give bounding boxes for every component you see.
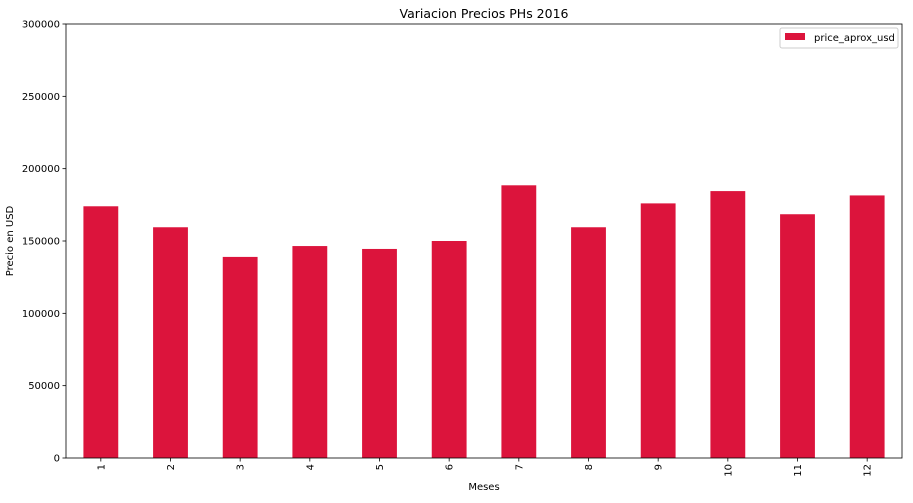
legend-frame [779,27,899,49]
x-ticks: 1 2 3 4 5 6 7 8 9 10 11 12 [96,458,874,477]
plot-frame [65,23,903,459]
y-tick-label: 50000 [28,381,60,392]
bar-11 [780,214,815,458]
bar-7 [501,185,537,458]
axes-layer [65,23,903,459]
bar-2 [153,227,188,458]
legend: price_aprox_usd [779,27,899,49]
x-tick-label: 7 [514,464,525,470]
chart-title: Variacion Precios PHs 2016 [400,6,569,21]
y-tick-label: 200000 [22,164,60,175]
bar-1 [83,206,119,458]
x-tick-label: 10 [723,464,734,477]
x-tick-label: 5 [375,464,386,470]
x-tick-label: 9 [654,464,665,470]
legend-swatch [785,33,805,40]
y-tick-label: 250000 [22,92,60,103]
x-tick-label: 1 [96,464,107,470]
bar-12 [849,195,885,458]
x-tick-label: 11 [793,464,804,477]
x-tick-label: 4 [305,464,316,470]
bar-5 [362,248,397,458]
y-axis-label: Precio en USD [5,205,16,276]
bar-8 [571,227,606,458]
y-tick-label: 150000 [22,237,60,248]
bar-3 [222,256,258,458]
y-ticks: 0 50000 100000 150000 200000 250000 300000 [22,20,66,465]
y-tick-label: 300000 [22,20,60,31]
x-tick-label: 8 [584,464,595,470]
bar-4 [292,246,328,458]
y-tick-label: 100000 [22,309,60,320]
y-tick-label: 0 [54,454,60,465]
x-tick-label: 3 [236,464,247,470]
bar-6 [431,241,467,458]
x-tick-label: 2 [166,464,177,470]
bar-9 [640,203,676,458]
x-tick-label: 6 [445,464,456,470]
x-tick-label: 12 [863,464,874,477]
legend-label: price_aprox_usd [814,33,895,44]
bars-layer [83,185,885,458]
bar-10 [710,191,746,458]
x-axis-label: Meses [468,482,499,493]
